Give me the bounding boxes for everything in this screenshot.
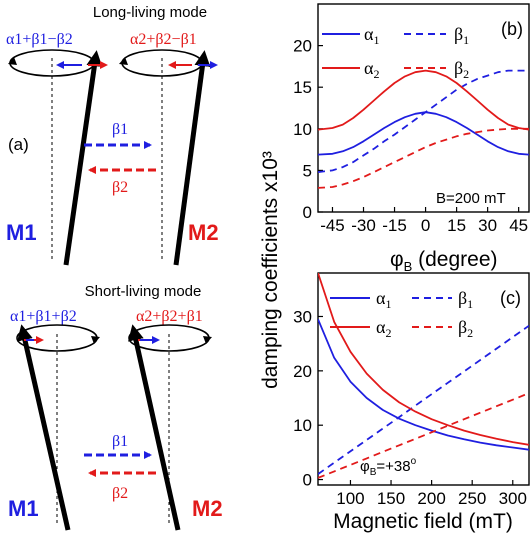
chart-b-panel-label: (b) <box>501 19 523 39</box>
legend-c-alpha1: α1 <box>376 288 391 311</box>
chart-b-series-α2 <box>318 69 529 131</box>
short-beta1-label: β1 <box>112 433 128 450</box>
short-m2-label: M2 <box>192 496 223 521</box>
chart-b-legend: α1 β1 α2 β2 <box>322 24 469 81</box>
short-m2-precession-arrowhead <box>203 336 212 344</box>
short-m2-combo: α2+β2+β1 <box>136 308 203 325</box>
legend-b-alpha2: α2 <box>364 58 379 81</box>
long-m1-label: M1 <box>6 220 37 245</box>
chart-c-xtick-label: 200 <box>417 489 445 508</box>
chart-c-series-β2 <box>318 392 529 479</box>
chart-b-xlabel-phi: φ <box>390 248 404 271</box>
chart-c-series-α1 <box>318 318 529 451</box>
chart-panel-c: 100 150 200 250 300 0 10 20 30 (c) φB=+38o Magne… <box>293 272 530 533</box>
chart-c-series-α2 <box>318 273 529 446</box>
chart-c-ytick-label: 10 <box>293 416 312 435</box>
chart-c-frame <box>317 272 530 486</box>
chart-c-ytick-label: 20 <box>293 362 312 381</box>
chart-b-xlabel-sub: B <box>404 259 413 274</box>
chart-c-legend: α1 β1 α2 β2 <box>330 288 473 340</box>
short-m2-vector <box>128 324 181 531</box>
chart-b-xtick-label: -30 <box>351 216 376 235</box>
chart-b-ytick-label: 5 <box>303 161 312 180</box>
legend-c-beta2: β2 <box>458 317 473 340</box>
m2-vector <box>173 50 211 266</box>
chart-b-xtick-label: -45 <box>320 216 345 235</box>
chart-c-ytick-label: 30 <box>293 307 312 326</box>
schematic-panel-a: Long-living mode α1+β1−β2 α2+β2−β1 (a) β… <box>6 4 223 531</box>
short-m1-precession-arrowhead <box>91 336 100 344</box>
short-mode-title: Short-living mode <box>85 283 202 300</box>
chart-b-xtick-label: -15 <box>382 216 407 235</box>
m2-precession-arrowhead <box>119 57 128 65</box>
chart-b-xlabel-rest: (degree) <box>412 248 497 271</box>
panel-a-label: (a) <box>8 135 29 154</box>
legend-b-alpha1: α1 <box>364 24 379 47</box>
chart-b-xtick-label: 45 <box>509 216 528 235</box>
chart-b-ytick-label: 15 <box>293 78 312 97</box>
short-m1-label: M1 <box>8 496 39 521</box>
chart-c-annotation: φB=+38o <box>360 456 417 478</box>
long-mode-title: Long-living mode <box>93 4 207 21</box>
chart-b-x-axis-label: φB (degree) <box>390 248 498 274</box>
short-m1-vector <box>17 324 71 531</box>
chart-c-panel-label: (c) <box>500 288 521 308</box>
short-m1-combo: α1+β1+β2 <box>10 308 77 325</box>
chart-panel-b: -45 -30 -15 0 15 30 45 0 5 10 15 20 (b) B=200 mT φB… <box>293 3 530 274</box>
chart-b-frame <box>317 3 530 213</box>
m1-precession-arrowhead <box>8 57 17 65</box>
chart-b-series-β1 <box>318 69 529 173</box>
chart-c-series-β1 <box>318 324 529 475</box>
long-m2-combo: α2+β2−β1 <box>130 31 197 48</box>
long-m2-label: M2 <box>188 220 219 245</box>
chart-b-ytick-label: 20 <box>293 37 312 56</box>
legend-c-alpha2: α2 <box>376 317 391 340</box>
chart-b-ytick-label: 0 <box>303 203 312 222</box>
chart-c-xtick-label: 100 <box>336 489 364 508</box>
long-m1-combo: α1+β1−β2 <box>6 31 73 48</box>
chart-b-series-β2 <box>318 127 529 189</box>
legend-b-beta1: β1 <box>454 24 469 47</box>
chart-c-ytick-label: 0 <box>303 471 312 490</box>
chart-c-xtick-label: 300 <box>499 489 527 508</box>
chart-b-xtick-label: 15 <box>447 216 466 235</box>
chart-b-xtick-label: 30 <box>478 216 497 235</box>
chart-c-xtick-label: 250 <box>458 489 486 508</box>
legend-b-beta2: β2 <box>454 58 469 81</box>
chart-c-x-axis-label: Magnetic field (mT) <box>333 510 513 533</box>
chart-b-xtick-label: 0 <box>421 216 430 235</box>
shared-y-axis-label: damping coefficients x10³ <box>259 151 282 389</box>
long-beta1-label: β1 <box>112 121 128 138</box>
chart-b-annotation: B=200 mT <box>436 190 506 207</box>
chart-c-xtick-label: 150 <box>377 489 405 508</box>
legend-c-beta1: β1 <box>458 288 473 311</box>
chart-b-ytick-label: 10 <box>293 120 312 139</box>
short-beta2-label: β2 <box>112 485 128 502</box>
long-beta2-label: β2 <box>112 179 128 196</box>
m1-vector <box>63 50 103 266</box>
